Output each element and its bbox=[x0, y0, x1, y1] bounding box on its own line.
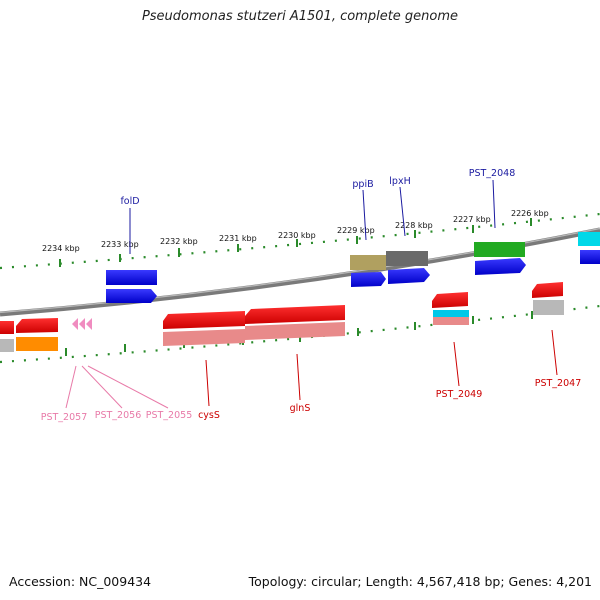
upper-scale bbox=[0, 212, 600, 270]
gene-block bbox=[580, 250, 600, 264]
gene-arrow bbox=[0, 321, 14, 334]
tick-label: 2232 kbp bbox=[160, 237, 198, 246]
gene-label-PST_2047: PST_2047 bbox=[535, 378, 582, 389]
gene-label-PST_2057: PST_2057 bbox=[41, 412, 88, 423]
gene-label-PST_2048: PST_2048 bbox=[469, 168, 516, 179]
gene-arrow-cysS bbox=[163, 311, 245, 329]
gene-block bbox=[386, 251, 428, 266]
pseudogene-arrow bbox=[86, 318, 92, 330]
gene-block bbox=[533, 300, 564, 315]
gene-label-PST_2055: PST_2055 bbox=[146, 410, 193, 421]
gene-arrow-PST_2048 bbox=[475, 258, 526, 275]
gene-block bbox=[433, 310, 469, 317]
gene-arrow-glnS bbox=[245, 305, 345, 324]
gene-block bbox=[350, 255, 386, 270]
gene-block bbox=[0, 339, 14, 352]
gene-block bbox=[474, 242, 525, 257]
forward-features bbox=[106, 232, 600, 303]
gene-label-PST_2056: PST_2056 bbox=[95, 410, 142, 421]
gene-block bbox=[106, 270, 157, 285]
gene-arrow-lpxH bbox=[388, 268, 430, 284]
tick-label: 2233 kbp bbox=[101, 240, 139, 249]
gene-label-cysS: cysS bbox=[198, 410, 220, 421]
tick-label: 2231 kbp bbox=[219, 234, 257, 243]
pseudogene-arrow bbox=[72, 318, 78, 330]
gene-label-ppiB: ppiB bbox=[352, 179, 373, 190]
map-title: Pseudomonas stutzeri A1501, complete gen… bbox=[141, 9, 459, 24]
gene-label-folD: folD bbox=[120, 196, 139, 207]
gene-arrow bbox=[16, 318, 58, 333]
gene-label-lpxH: lpxH bbox=[389, 176, 410, 187]
accession-label: Accession: NC_009434 bbox=[9, 574, 152, 589]
genome-summary: Topology: circular; Length: 4,567,418 bp… bbox=[248, 574, 592, 589]
tick-label: 2230 kbp bbox=[278, 231, 316, 240]
tick-label: 2228 kbp bbox=[395, 221, 433, 230]
gene-arrow-PST_2049 bbox=[432, 292, 468, 308]
label-leaders bbox=[65, 179, 558, 409]
gene-block bbox=[16, 337, 58, 351]
pseudogene-arrow bbox=[79, 318, 85, 330]
gene-block bbox=[578, 232, 600, 246]
tick-label: 2229 kbp bbox=[337, 226, 375, 235]
gene-label-glnS: glnS bbox=[290, 403, 311, 414]
tick-label: 2227 kbp bbox=[453, 215, 491, 224]
gene-block bbox=[163, 329, 245, 346]
gene-arrow-ppiB bbox=[351, 272, 386, 287]
gene-arrow-PST_2047 bbox=[532, 282, 563, 298]
gene-block bbox=[433, 317, 469, 325]
gene-arrow-folD bbox=[106, 289, 157, 303]
gene-label-PST_2049: PST_2049 bbox=[436, 389, 483, 400]
gene-block bbox=[245, 322, 345, 340]
reverse-features bbox=[0, 282, 564, 352]
tick-label: 2226 kbp bbox=[511, 209, 549, 218]
tick-label: 2234 kbp bbox=[42, 244, 80, 253]
